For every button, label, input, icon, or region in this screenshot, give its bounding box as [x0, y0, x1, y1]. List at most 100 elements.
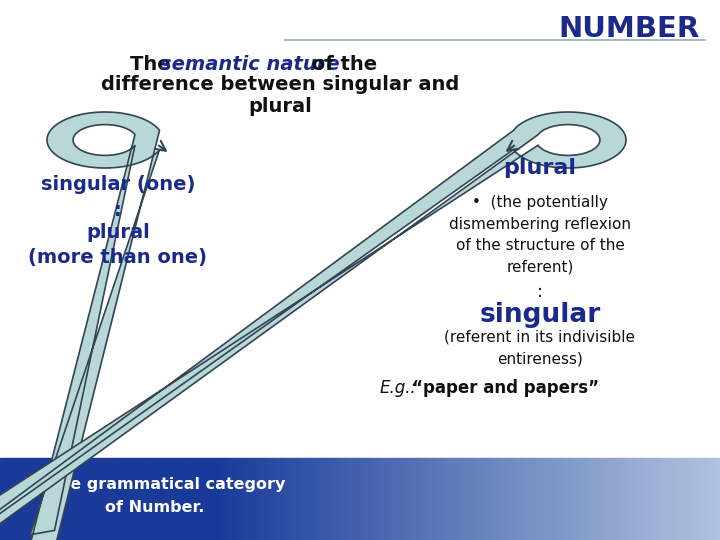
- Bar: [144, 458, 148, 540]
- Bar: [234, 458, 238, 540]
- Bar: [94, 458, 97, 540]
- Bar: [698, 458, 702, 540]
- Text: singular: singular: [480, 302, 600, 328]
- Bar: [547, 458, 551, 540]
- Bar: [662, 458, 666, 540]
- Bar: [706, 458, 709, 540]
- Bar: [601, 458, 605, 540]
- Bar: [230, 458, 234, 540]
- Bar: [554, 458, 558, 540]
- Bar: [83, 458, 86, 540]
- Bar: [576, 458, 580, 540]
- Bar: [317, 458, 320, 540]
- Bar: [342, 458, 346, 540]
- Bar: [580, 458, 583, 540]
- Bar: [288, 458, 292, 540]
- Bar: [436, 458, 439, 540]
- Bar: [403, 458, 407, 540]
- Bar: [292, 458, 295, 540]
- Bar: [659, 458, 662, 540]
- Bar: [180, 458, 184, 540]
- Bar: [454, 458, 457, 540]
- Bar: [346, 458, 349, 540]
- Bar: [76, 458, 79, 540]
- Bar: [281, 458, 284, 540]
- Bar: [187, 458, 191, 540]
- Bar: [378, 458, 382, 540]
- Bar: [191, 458, 194, 540]
- Bar: [324, 458, 328, 540]
- Bar: [252, 458, 256, 540]
- Bar: [162, 458, 166, 540]
- Bar: [536, 458, 540, 540]
- Bar: [29, 458, 32, 540]
- Text: E.g.:: E.g.:: [380, 379, 417, 397]
- Bar: [421, 458, 425, 540]
- Bar: [14, 458, 18, 540]
- Bar: [490, 458, 493, 540]
- Bar: [259, 458, 263, 540]
- Bar: [205, 458, 209, 540]
- Bar: [644, 458, 648, 540]
- Bar: [641, 458, 644, 540]
- Bar: [450, 458, 454, 540]
- Bar: [508, 458, 511, 540]
- Bar: [497, 458, 500, 540]
- Bar: [313, 458, 317, 540]
- Bar: [126, 458, 130, 540]
- Bar: [86, 458, 90, 540]
- Bar: [493, 458, 497, 540]
- Bar: [112, 458, 115, 540]
- Bar: [371, 458, 374, 540]
- Bar: [198, 458, 202, 540]
- Bar: [382, 458, 385, 540]
- Bar: [223, 458, 227, 540]
- Bar: [652, 458, 655, 540]
- Text: plural: plural: [503, 158, 577, 178]
- Bar: [515, 458, 518, 540]
- Bar: [101, 458, 104, 540]
- Bar: [587, 458, 590, 540]
- Text: semantic nature: semantic nature: [160, 56, 340, 75]
- Bar: [396, 458, 400, 540]
- Bar: [184, 458, 187, 540]
- Bar: [130, 458, 133, 540]
- Bar: [482, 458, 486, 540]
- Bar: [572, 458, 576, 540]
- Bar: [655, 458, 659, 540]
- Bar: [702, 458, 706, 540]
- Bar: [310, 458, 313, 540]
- Bar: [551, 458, 554, 540]
- Bar: [133, 458, 137, 540]
- Bar: [616, 458, 619, 540]
- Bar: [306, 458, 310, 540]
- Bar: [137, 458, 140, 540]
- Bar: [212, 458, 216, 540]
- Bar: [140, 458, 144, 540]
- Bar: [241, 458, 245, 540]
- Bar: [540, 458, 544, 540]
- Bar: [634, 458, 637, 540]
- Text: :: :: [537, 283, 543, 301]
- Bar: [176, 458, 180, 540]
- Bar: [50, 458, 54, 540]
- Bar: [263, 458, 266, 540]
- Bar: [713, 458, 716, 540]
- Bar: [569, 458, 572, 540]
- Bar: [169, 458, 173, 540]
- Bar: [302, 458, 306, 540]
- Bar: [443, 458, 446, 540]
- Bar: [299, 458, 302, 540]
- Bar: [716, 458, 720, 540]
- Bar: [25, 458, 29, 540]
- Bar: [122, 458, 126, 540]
- Bar: [202, 458, 205, 540]
- Bar: [7, 458, 11, 540]
- Bar: [594, 458, 598, 540]
- Text: The: The: [130, 56, 177, 75]
- Bar: [277, 458, 281, 540]
- Bar: [464, 458, 468, 540]
- Bar: [623, 458, 626, 540]
- Bar: [562, 458, 565, 540]
- Bar: [475, 458, 479, 540]
